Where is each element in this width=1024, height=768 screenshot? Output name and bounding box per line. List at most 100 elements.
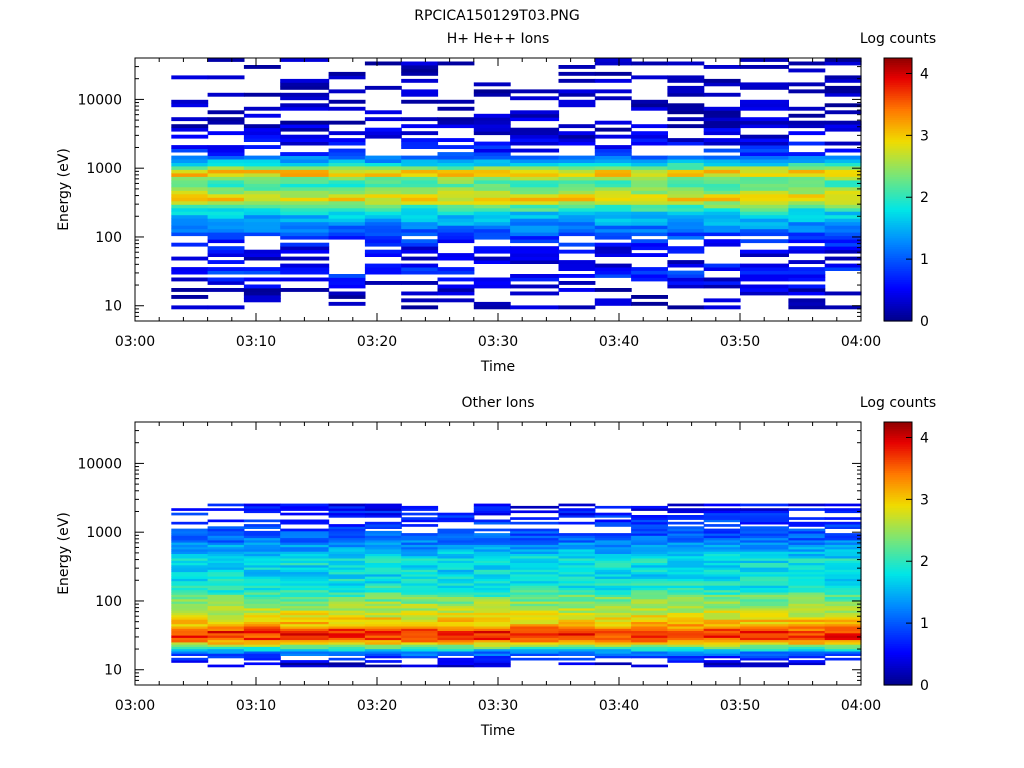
heatmap-cell <box>437 155 475 160</box>
heatmap-cell <box>473 592 511 595</box>
heatmap-cell <box>667 110 705 115</box>
heatmap-cell <box>510 560 560 563</box>
heatmap-cell <box>510 183 560 188</box>
heatmap-cell <box>667 648 705 652</box>
heatmap-cell <box>171 190 209 195</box>
heatmap-cell <box>328 630 366 634</box>
heatmap-cell <box>473 657 511 661</box>
heatmap-cell <box>667 587 705 591</box>
heatmap-cell <box>788 632 826 636</box>
colorbar-segment <box>884 678 912 682</box>
heatmap-cell <box>207 155 245 160</box>
heatmap-cell <box>594 166 632 170</box>
heatmap-cell <box>703 148 741 153</box>
heatmap-cell <box>243 186 281 191</box>
heatmap-cell <box>824 190 862 195</box>
heatmap-cell <box>558 78 596 83</box>
heatmap-cell <box>703 239 741 244</box>
colorbar-tick-label: 4 <box>920 430 929 446</box>
heatmap-cell <box>280 204 330 209</box>
heatmap-cell <box>280 621 330 625</box>
heatmap-cell <box>280 612 330 616</box>
heatmap-cell <box>594 589 632 593</box>
heatmap-cell <box>280 596 330 600</box>
heatmap-cell <box>824 246 862 251</box>
heatmap-cell <box>788 277 826 282</box>
heatmap-cell <box>558 560 596 563</box>
heatmap-cell <box>740 662 789 666</box>
heatmap-cell <box>171 571 209 575</box>
heatmap-cell <box>703 528 741 532</box>
heatmap-cell <box>243 562 281 566</box>
heatmap-cell <box>703 305 741 310</box>
heatmap-cell <box>401 166 439 170</box>
heatmap-cell <box>824 78 862 83</box>
heatmap-cell <box>207 546 245 550</box>
heatmap-cell <box>243 567 281 570</box>
heatmap-cell <box>243 537 281 541</box>
heatmap-cell <box>631 267 668 271</box>
heatmap-cell <box>740 651 789 654</box>
y-tick-label: 10 <box>104 663 122 679</box>
heatmap-cell <box>364 546 402 550</box>
heatmap-cell <box>594 78 632 83</box>
heatmap-cell <box>667 530 705 534</box>
heatmap-cell <box>703 542 741 545</box>
colorbar-segment <box>884 529 912 533</box>
heatmap-cell <box>328 176 366 181</box>
heatmap-cell <box>631 528 668 532</box>
heatmap-cell <box>667 190 705 195</box>
heatmap-cell <box>558 537 596 541</box>
heatmap-cell <box>328 291 366 296</box>
heatmap-cell <box>171 214 209 219</box>
heatmap-cell <box>703 637 741 641</box>
heatmap-cell <box>437 628 475 631</box>
heatmap-cell <box>364 605 402 609</box>
heatmap-cell <box>824 148 862 153</box>
heatmap-cell <box>243 560 281 563</box>
heatmap-cell <box>473 117 511 122</box>
heatmap-cell <box>667 580 705 584</box>
heatmap-cell <box>703 524 741 527</box>
heatmap-cell <box>631 623 668 627</box>
colorbar-segment <box>884 682 912 686</box>
heatmap-cell <box>401 605 439 609</box>
heatmap-cell <box>631 655 668 659</box>
heatmap-cell <box>328 662 366 666</box>
heatmap-cell <box>703 558 741 561</box>
heatmap-cell <box>558 207 596 212</box>
heatmap-cell <box>171 288 209 292</box>
heatmap-cell <box>594 162 632 167</box>
heatmap-cell <box>703 592 741 595</box>
heatmap-cell <box>558 190 596 195</box>
heatmap-cell <box>207 580 245 584</box>
heatmap-cell <box>824 249 862 254</box>
heatmap-cell <box>631 180 668 184</box>
heatmap-cell <box>364 239 402 244</box>
heatmap-cell <box>473 505 511 509</box>
heatmap-cell <box>437 660 475 663</box>
heatmap-cell <box>171 176 209 181</box>
heatmap-cell <box>667 544 705 548</box>
heatmap-cell <box>328 515 366 518</box>
heatmap-cell <box>631 614 668 618</box>
colorbar-segment <box>884 536 912 539</box>
heatmap-cell <box>788 524 826 527</box>
heatmap-cell <box>280 555 330 559</box>
heatmap-cell <box>631 524 668 527</box>
heatmap-cell <box>558 646 596 650</box>
heatmap-cell <box>788 535 826 539</box>
heatmap-cell <box>328 617 366 620</box>
heatmap-cell <box>243 284 281 289</box>
heatmap-cell <box>631 607 668 611</box>
heatmap-cell <box>243 298 281 303</box>
heatmap-cell <box>243 256 281 261</box>
heatmap-cell <box>207 519 245 523</box>
heatmap-cell <box>667 626 705 629</box>
heatmap-cell <box>594 71 632 76</box>
heatmap-cell <box>788 646 826 650</box>
heatmap-cell <box>473 221 511 226</box>
heatmap-cell <box>473 169 511 174</box>
heatmap-cell <box>510 623 560 627</box>
heatmap-cell <box>631 587 668 591</box>
